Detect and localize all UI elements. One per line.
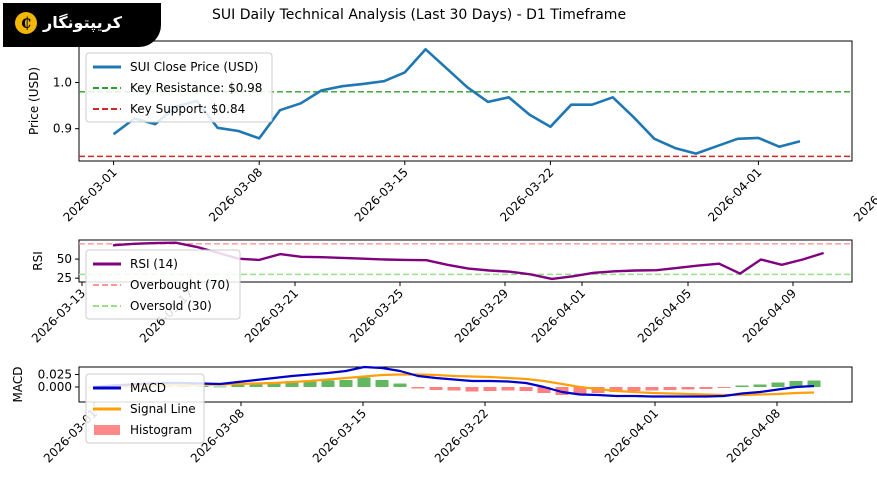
histogram-bar: [537, 387, 551, 393]
histogram-bar: [339, 380, 353, 387]
price-frame: [78, 40, 853, 162]
price-panel: 0.9 1.0 Price (USD) 2026-03-01 2026-03-08 202…: [27, 40, 877, 224]
rsi-xtick-label: 2026-04-05: [635, 286, 694, 345]
rsi-ytick-label: 50: [57, 252, 72, 266]
macd-xtick-label: 2026-04-08: [724, 406, 783, 465]
histogram-bar: [393, 383, 407, 387]
histogram-bar: [285, 381, 299, 387]
histogram-bar: [717, 387, 731, 388]
coin-icon: ₵: [15, 12, 37, 34]
histogram-bar: [249, 383, 263, 387]
price-ytick-label: 0.9: [53, 122, 72, 136]
histogram-bar: [213, 386, 227, 388]
macd-xtick-label: 2026-03-22: [432, 406, 491, 465]
rsi-panel: 2550RSI2026-03-132026-03-172026-03-21202…: [29, 239, 853, 345]
price-legend-label: Key Resistance: $0.98: [130, 81, 262, 95]
price-legend-label: SUI Close Price (USD): [130, 60, 258, 74]
macd-legend-label: MACD: [130, 381, 166, 395]
rsi-xtick-label: 2026-03-13: [29, 286, 88, 345]
histogram-bar: [411, 387, 425, 389]
rsi-ytick-label: 25: [57, 271, 72, 285]
macd-xtick-label: 2026-03-15: [310, 406, 369, 465]
brand-logo: ₵ کریپتونگار: [3, 3, 161, 47]
histogram-bar: [483, 387, 497, 391]
macd-ytick-label: 0.000: [38, 380, 72, 394]
macd-line: [93, 365, 815, 398]
price-ylabel: Price (USD): [27, 67, 41, 135]
histogram-bar: [753, 384, 767, 387]
macd-legend-swatch: [94, 425, 120, 435]
histogram-bar: [645, 387, 659, 391]
rsi-xtick-label: 2026-04-09: [740, 286, 799, 345]
histogram-bar: [663, 387, 677, 390]
histogram-bar: [789, 381, 803, 387]
rsi-legend-label: Overbought (70): [130, 278, 230, 292]
chart-title: SUI Daily Technical Analysis (Last 30 Da…: [212, 7, 627, 23]
price-xtick-label: 2026-03-01: [61, 165, 120, 224]
histogram-bar: [375, 380, 389, 387]
macd-ytick-label: 0.025: [38, 368, 72, 382]
price-xtick-label: 2026-03-08: [206, 165, 265, 224]
rsi-ylabel: RSI: [31, 251, 45, 271]
rsi-legend-box: [85, 249, 241, 320]
histogram-bar: [501, 387, 515, 391]
price-xtick-label: 2026-03-22: [497, 165, 556, 224]
brand-text: کریپتونگار: [43, 13, 122, 32]
histogram-bar: [429, 387, 443, 390]
price-ytick-label: 1.0: [53, 76, 72, 90]
histogram-bar: [267, 382, 281, 387]
rsi-legend-label: Oversold (30): [130, 299, 212, 313]
histogram-bar: [357, 377, 371, 387]
macd-legend-label: Signal Line: [130, 402, 196, 416]
rsi-xtick-label: 2026-03-21: [242, 286, 301, 345]
histogram-bar: [519, 387, 533, 391]
histogram-bar: [321, 380, 335, 387]
rsi-xtick-label: 2026-03-25: [347, 286, 406, 345]
histogram-bar: [627, 387, 641, 391]
histogram-bar: [609, 387, 623, 392]
histogram-bar: [681, 387, 695, 390]
histogram-bar: [573, 387, 587, 395]
macd-legend-label: Histogram: [130, 423, 192, 437]
histogram-bar: [699, 387, 713, 389]
price-xtick-label: 2026-04-01: [705, 165, 764, 224]
price-xtick-label: 2026-04-08: [851, 165, 877, 224]
histogram-bar: [735, 385, 749, 387]
macd-frame: [78, 366, 853, 403]
rsi-xtick-label: 2026-03-29: [452, 286, 511, 345]
rsi-frame: [78, 239, 853, 283]
histogram-bar: [807, 380, 821, 387]
price-legend-box: [85, 52, 273, 123]
histogram-bar: [303, 380, 317, 387]
histogram-bar: [465, 387, 479, 392]
price-xtick-label: 2026-03-15: [352, 165, 411, 224]
macd-xtick-label: 2026-04-01: [602, 406, 661, 465]
rsi-xtick-label: 2026-04-01: [529, 286, 588, 345]
price-legend-label: Key Support: $0.84: [130, 102, 245, 116]
histogram-bar: [447, 387, 461, 391]
rsi-legend-label: RSI (14): [130, 257, 178, 271]
histogram-bar: [771, 382, 785, 387]
macd-ylabel: MACD: [11, 367, 25, 403]
histogram-bar: [231, 385, 245, 387]
price-line: [112, 47, 801, 155]
